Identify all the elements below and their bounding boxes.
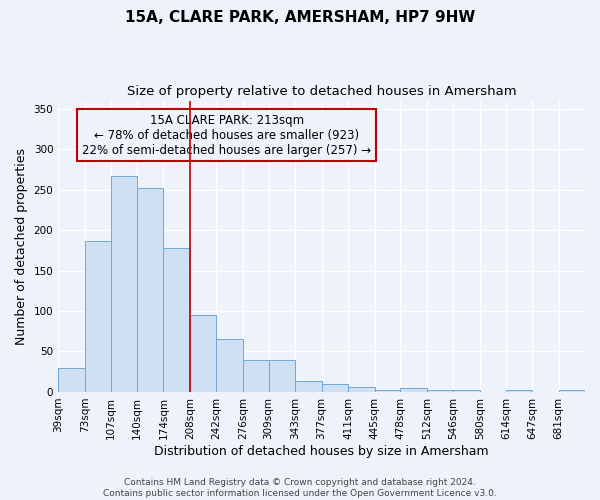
Bar bbox=[506, 390, 532, 392]
Y-axis label: Number of detached properties: Number of detached properties bbox=[15, 148, 28, 345]
Bar bbox=[453, 390, 480, 392]
Bar bbox=[190, 315, 217, 392]
Text: 15A CLARE PARK: 213sqm
← 78% of detached houses are smaller (923)
22% of semi-de: 15A CLARE PARK: 213sqm ← 78% of detached… bbox=[82, 114, 371, 156]
Bar bbox=[295, 382, 322, 392]
X-axis label: Distribution of detached houses by size in Amersham: Distribution of detached houses by size … bbox=[154, 444, 489, 458]
Bar bbox=[58, 368, 85, 392]
Text: 15A, CLARE PARK, AMERSHAM, HP7 9HW: 15A, CLARE PARK, AMERSHAM, HP7 9HW bbox=[125, 10, 475, 25]
Bar bbox=[163, 248, 190, 392]
Bar bbox=[217, 340, 243, 392]
Bar bbox=[111, 176, 137, 392]
Bar bbox=[269, 360, 295, 392]
Bar bbox=[243, 360, 269, 392]
Bar bbox=[85, 242, 111, 392]
Bar bbox=[348, 387, 374, 392]
Bar bbox=[374, 390, 400, 392]
Bar bbox=[559, 390, 585, 392]
Title: Size of property relative to detached houses in Amersham: Size of property relative to detached ho… bbox=[127, 85, 517, 98]
Bar bbox=[137, 188, 163, 392]
Text: Contains HM Land Registry data © Crown copyright and database right 2024.
Contai: Contains HM Land Registry data © Crown c… bbox=[103, 478, 497, 498]
Bar bbox=[400, 388, 427, 392]
Bar bbox=[427, 390, 453, 392]
Bar bbox=[322, 384, 348, 392]
